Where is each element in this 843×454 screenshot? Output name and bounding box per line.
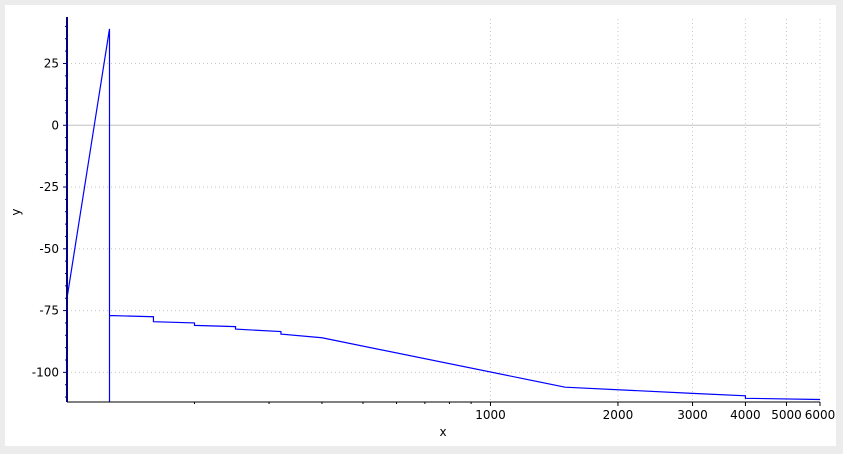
x-tick-label: 2000 [603, 408, 634, 422]
x-tick-label: 5000 [771, 408, 802, 422]
x-tick-label: 4000 [730, 408, 761, 422]
y-tick-label: -100 [32, 365, 59, 379]
y-tick-label: 25 [44, 56, 59, 70]
y-tick-label: 0 [51, 118, 59, 132]
chart-frame: 25 0 -25 -50 -75 -100 1000 2000 3000 4000 5000 6000… [5, 5, 836, 446]
x-tick-label: 1000 [475, 408, 506, 422]
grid [67, 19, 821, 402]
tick-labels: 25 0 -25 -50 -75 -100 1000 2000 3000 4000 5000 6000 [32, 56, 836, 422]
x-axis-label: x [439, 425, 446, 439]
y-axis-label: y [9, 208, 23, 215]
y-tick-label: -75 [39, 304, 59, 318]
series-line [66, 28, 821, 402]
x-tick-label: 3000 [677, 408, 708, 422]
x-tick-label: 6000 [805, 408, 836, 422]
line-chart: 25 0 -25 -50 -75 -100 1000 2000 3000 4000 5000 6000… [9, 17, 836, 439]
y-tick-label: -50 [39, 242, 59, 256]
y-tick-label: -25 [39, 180, 59, 194]
series-layer [66, 28, 821, 402]
axes [63, 17, 821, 406]
